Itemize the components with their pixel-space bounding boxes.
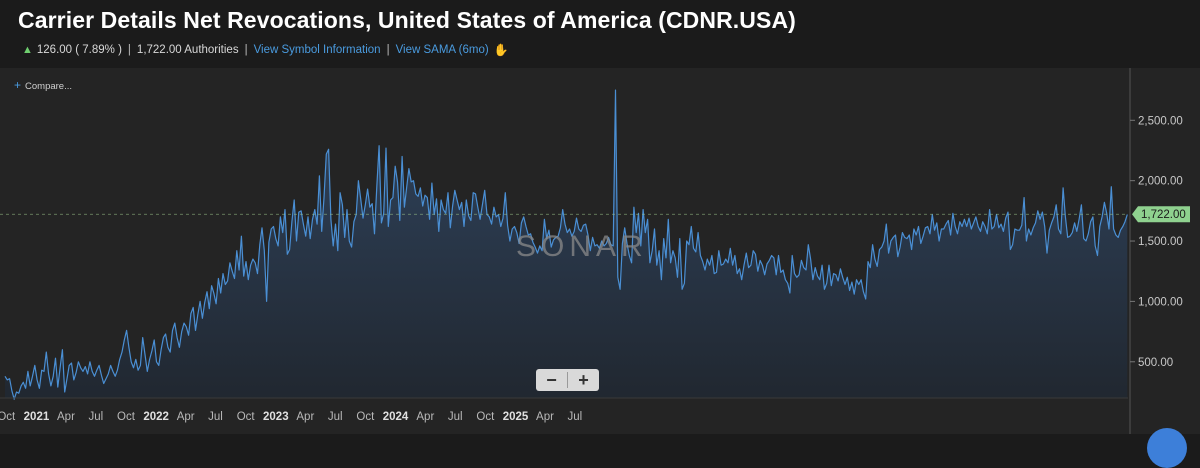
page-title: Carrier Details Net Revocations, United … bbox=[18, 7, 796, 33]
y-tick-label: 2,000.00 bbox=[1138, 176, 1183, 188]
view-symbol-link[interactable]: View Symbol Information bbox=[253, 44, 381, 56]
x-tick-label: Apr bbox=[57, 411, 75, 423]
x-tick-label: Oct bbox=[476, 411, 495, 423]
series-area bbox=[5, 90, 1128, 400]
x-tick-label: Apr bbox=[416, 411, 434, 423]
current-value: 1,722.00 Authorities bbox=[136, 44, 239, 56]
x-tick-label: 2025 bbox=[503, 411, 529, 423]
compare-button[interactable]: + Compare... bbox=[14, 78, 72, 92]
y-tick-label: 500.00 bbox=[1138, 357, 1173, 369]
x-tick-label: Jul bbox=[448, 411, 463, 423]
zoom-controls: − + bbox=[536, 369, 599, 391]
y-tick-label: 2,500.00 bbox=[1138, 115, 1183, 127]
x-tick-label: Oct bbox=[117, 411, 136, 423]
series-line[interactable] bbox=[4, 89, 1128, 400]
separator: | bbox=[127, 44, 131, 56]
help-button[interactable] bbox=[1147, 428, 1187, 468]
chart-area[interactable]: 500.00 1,000.00 1,500.00 2,000.00 2,500.00 Oc… bbox=[0, 68, 1200, 434]
zoom-divider bbox=[567, 372, 568, 388]
x-tick-label: Jul bbox=[568, 411, 583, 423]
view-sama-link[interactable]: View SAMA (6mo) bbox=[395, 44, 489, 56]
x-tick-label: Apr bbox=[177, 411, 195, 423]
x-tick-label: Apr bbox=[536, 411, 554, 423]
x-tick-label: Jul bbox=[88, 411, 103, 423]
plus-icon: + bbox=[14, 78, 22, 92]
hand-wave-icon[interactable]: ✋ bbox=[493, 43, 509, 57]
x-tick-label: 2022 bbox=[143, 411, 169, 423]
separator: | bbox=[386, 44, 390, 56]
separator: | bbox=[244, 44, 248, 56]
x-tick-label: Oct bbox=[0, 411, 16, 423]
line-chart[interactable]: 500.00 1,000.00 1,500.00 2,000.00 2,500.00 Oc… bbox=[0, 68, 1200, 434]
x-tick-label: Oct bbox=[237, 411, 256, 423]
zoom-out-button[interactable]: − bbox=[546, 370, 557, 390]
arrow-up-icon: ▲ bbox=[22, 44, 33, 56]
quote-summary: ▲ 126.00 ( 7.89% ) | 1,722.00 Authoritie… bbox=[22, 43, 509, 57]
last-value-label: 1,722.00 bbox=[1141, 209, 1186, 221]
x-tick-label: Jul bbox=[208, 411, 223, 423]
x-tick-label: Jul bbox=[328, 411, 343, 423]
zoom-in-button[interactable]: + bbox=[578, 370, 589, 390]
y-tick-label: 1,000.00 bbox=[1138, 296, 1183, 308]
x-tick-label: 2023 bbox=[263, 411, 289, 423]
sonar-watermark: SONAR bbox=[516, 230, 648, 263]
x-tick-label: Oct bbox=[356, 411, 375, 423]
change-value: 126.00 ( 7.89% ) bbox=[36, 44, 122, 56]
compare-label: Compare... bbox=[25, 81, 73, 92]
y-tick-label: 1,500.00 bbox=[1138, 236, 1183, 248]
x-tick-label: 2024 bbox=[383, 411, 409, 423]
x-tick-label: Apr bbox=[296, 411, 314, 423]
x-tick-label: 2021 bbox=[24, 411, 50, 423]
last-value-badge bbox=[1132, 206, 1190, 223]
